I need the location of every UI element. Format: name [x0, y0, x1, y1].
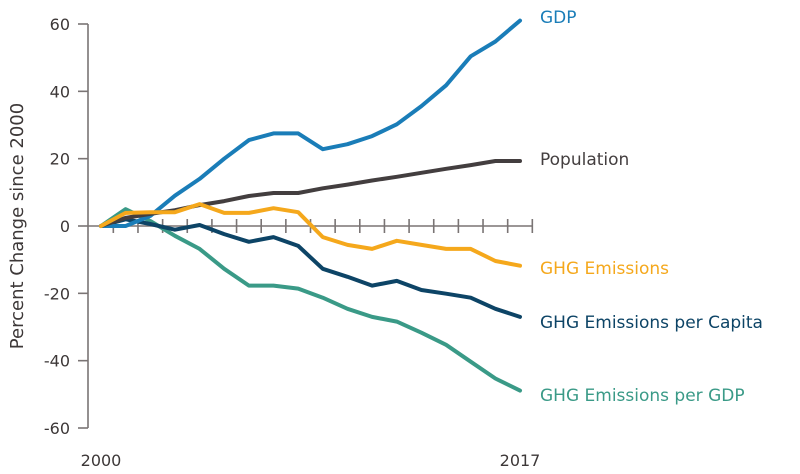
y-tick-label: -40 — [44, 352, 70, 371]
y-tick-label: -60 — [44, 419, 70, 438]
series-label-ghg-emissions: GHG Emissions — [540, 259, 669, 279]
series-label-ghg-per-gdp: GHG Emissions per GDP — [540, 386, 745, 406]
series-line-ghg-emissions-per-gdp — [99, 207, 522, 393]
series-line-ghg-emissions-per-capita — [99, 217, 522, 319]
x-tick-label-start: 2000 — [81, 451, 122, 470]
x-tick-label-end: 2017 — [500, 451, 541, 470]
series-labels: GDP Population GHG Emissions GHG Emissio… — [540, 8, 763, 406]
y-tick-label: 0 — [60, 217, 70, 236]
y-ticks: 60 40 20 0 -20 -40 -60 — [44, 15, 88, 438]
series-line-gdp — [99, 18, 522, 228]
series-label-population: Population — [540, 150, 629, 170]
series-line-population — [99, 159, 522, 228]
series-label-gdp: GDP — [540, 8, 577, 28]
y-tick-label: 40 — [50, 82, 70, 101]
y-tick-label: -20 — [44, 284, 70, 303]
y-axis-title: Percent Change since 2000 — [7, 103, 28, 349]
series-label-ghg-per-capita: GHG Emissions per Capita — [540, 313, 763, 333]
y-tick-label: 20 — [50, 150, 70, 169]
series-line-ghg-emissions — [99, 202, 522, 268]
y-tick-label: 60 — [50, 15, 70, 34]
series-lines — [99, 18, 522, 393]
